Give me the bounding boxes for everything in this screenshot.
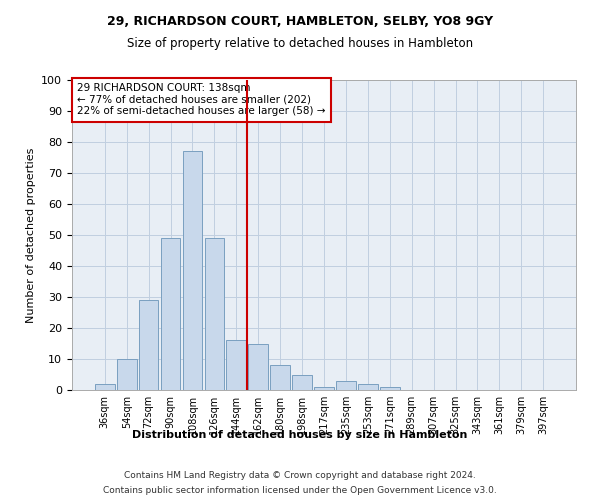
Bar	[226, 340, 246, 390]
Text: 29 RICHARDSON COURT: 138sqm
← 77% of detached houses are smaller (202)
22% of se: 29 RICHARDSON COURT: 138sqm ← 77% of det…	[77, 83, 326, 116]
Y-axis label: Number of detached properties: Number of detached properties	[26, 148, 36, 322]
Bar	[336, 380, 356, 390]
Bar	[270, 365, 290, 390]
Text: 29, RICHARDSON COURT, HAMBLETON, SELBY, YO8 9GY: 29, RICHARDSON COURT, HAMBLETON, SELBY, …	[107, 15, 493, 28]
Bar	[380, 387, 400, 390]
Bar	[139, 300, 158, 390]
Text: Size of property relative to detached houses in Hambleton: Size of property relative to detached ho…	[127, 38, 473, 51]
Text: Contains HM Land Registry data © Crown copyright and database right 2024.: Contains HM Land Registry data © Crown c…	[124, 471, 476, 480]
Text: Distribution of detached houses by size in Hambleton: Distribution of detached houses by size …	[133, 430, 467, 440]
Bar	[117, 359, 137, 390]
Bar	[314, 387, 334, 390]
Bar	[205, 238, 224, 390]
Bar	[292, 374, 312, 390]
Bar	[248, 344, 268, 390]
Bar	[182, 152, 202, 390]
Bar	[161, 238, 181, 390]
Bar	[95, 384, 115, 390]
Bar	[358, 384, 378, 390]
Text: Contains public sector information licensed under the Open Government Licence v3: Contains public sector information licen…	[103, 486, 497, 495]
